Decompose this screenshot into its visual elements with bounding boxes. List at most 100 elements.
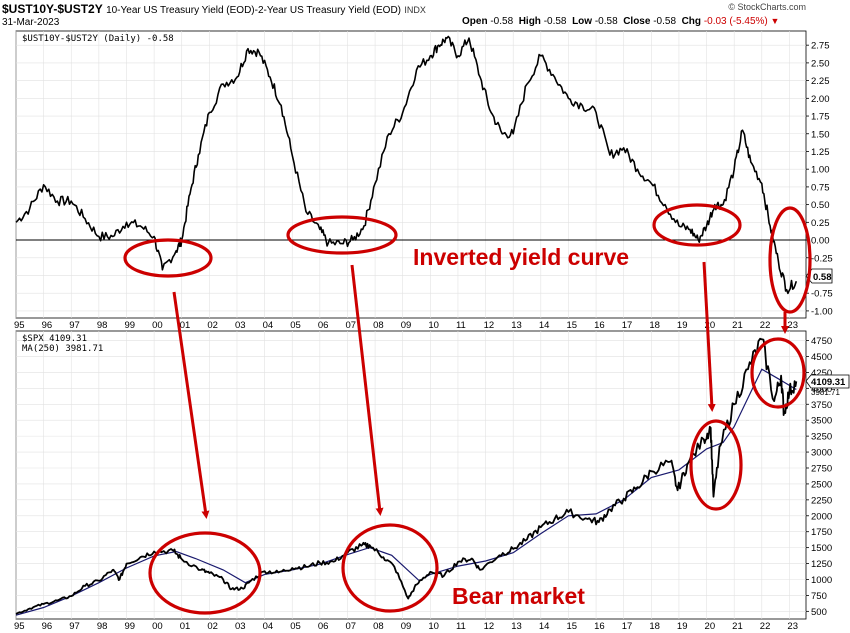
y-tick-label: 3500: [811, 416, 832, 427]
x-tick-label: 09: [401, 320, 412, 331]
x-tick-label: 22: [760, 320, 771, 331]
chg-label: Chg: [681, 16, 702, 27]
x-tick-label: 09: [401, 621, 412, 632]
ma-legend: MA(250) 3981.71: [22, 344, 103, 354]
y-tick-label: 1.00: [811, 165, 830, 176]
x-tick-label: 21: [732, 621, 743, 632]
x-tick-label: 07: [345, 621, 356, 632]
close-label: Close: [623, 16, 651, 27]
x-tick-label: 06: [318, 320, 329, 331]
x-tick-label: 16: [594, 320, 605, 331]
x-tick-label: 02: [207, 320, 218, 331]
high-value: -0.58: [543, 16, 567, 27]
x-tick-label: 15: [566, 621, 577, 632]
x-tick-label: 97: [69, 621, 80, 632]
y-tick-label: 1750: [811, 527, 832, 538]
y-tick-label: 500: [811, 607, 827, 618]
y-tick-label: 1.75: [811, 112, 830, 123]
x-tick-label: 98: [97, 320, 108, 331]
yield-x-axis: 95 96 97 98 99 00 01 02 03 04 05 06 07 08 09 10 11 12 13 14…: [14, 320, 798, 331]
low-value: -0.58: [594, 16, 618, 27]
x-tick-label: 23: [787, 320, 798, 331]
y-tick-label: -0.75: [811, 289, 833, 300]
y-tick-label: 3750: [811, 400, 832, 411]
x-tick-label: 11: [456, 320, 466, 331]
y-tick-label: 2000: [811, 511, 832, 522]
x-tick-label: 04: [263, 320, 274, 331]
yield-grid: [15, 31, 806, 318]
chart-header: $UST10Y-$UST2Y 10-Year US Treasury Yield…: [0, 0, 850, 32]
inversion-2006-circle: [286, 215, 398, 255]
x-tick-label: 05: [290, 320, 301, 331]
spx-grid: [15, 331, 806, 619]
triangle-down-icon: ▼: [770, 16, 780, 26]
x-tick-label: 95: [14, 320, 25, 331]
x-tick-label: 13: [511, 320, 522, 331]
y-tick-label: 1500: [811, 543, 832, 554]
y-tick-label: 2750: [811, 463, 832, 474]
y-tick-label: 0.25: [811, 218, 830, 229]
yield-legend: $UST10Y-$UST2Y (Daily) -0.58: [22, 34, 174, 44]
y-tick-label: 2.50: [811, 58, 830, 69]
y-tick-label: 0.50: [811, 200, 830, 211]
x-tick-label: 00: [152, 320, 163, 331]
x-tick-label: 23: [787, 621, 798, 632]
x-tick-label: 17: [622, 621, 633, 632]
x-tick-label: 20: [705, 320, 716, 331]
x-tick-label: 11: [456, 621, 466, 632]
x-tick-label: 96: [42, 320, 53, 331]
x-tick-label: 18: [649, 621, 660, 632]
yield-last-value: 0.58: [813, 272, 832, 283]
y-tick-label: 4000: [811, 384, 832, 395]
yield-panel-frame: [15, 30, 807, 319]
brand-label: © StockCharts.com: [728, 2, 806, 12]
y-tick-label: 2500: [811, 479, 832, 490]
y-tick-label: 2.75: [811, 41, 830, 52]
x-tick-label: 19: [677, 320, 688, 331]
y-tick-label: -0.25: [811, 253, 833, 264]
bear-2022-circle: [750, 337, 806, 409]
y-tick-label: 2250: [811, 495, 832, 506]
y-tick-label: 2.00: [811, 94, 830, 105]
y-tick-label: 0.00: [811, 236, 830, 247]
x-tick-label: 02: [207, 621, 218, 632]
symbol-title: $UST10Y-$UST2Y 10-Year US Treasury Yield…: [2, 2, 426, 16]
open-value: -0.58: [490, 16, 514, 27]
x-tick-label: 01: [180, 621, 191, 632]
x-tick-label: 12: [484, 621, 495, 632]
y-tick-label: 0.75: [811, 182, 830, 193]
y-tick-label: 1.50: [811, 129, 830, 140]
chg-value: -0.03 (-5.45%): [703, 16, 768, 27]
ma250-line: [15, 368, 797, 616]
y-tick-label: 1.25: [811, 147, 830, 158]
y-tick-label: 3250: [811, 432, 832, 443]
x-tick-label: 17: [622, 320, 633, 331]
x-tick-label: 99: [124, 621, 135, 632]
spx-panel-frame: [15, 330, 807, 620]
chart-date: 31-Mar-2023: [2, 17, 60, 28]
annotation-circles: [123, 203, 812, 615]
x-tick-label: 18: [649, 320, 660, 331]
x-tick-label: 21: [732, 320, 743, 331]
x-tick-label: 20: [705, 621, 716, 632]
x-tick-label: 95: [14, 621, 25, 632]
ohlc-readout: Open -0.58 High -0.58 Low -0.58 Close -0…: [462, 16, 779, 27]
x-tick-label: 07: [345, 320, 356, 331]
x-tick-label: 03: [235, 320, 246, 331]
arrow-2006: [350, 264, 384, 516]
y-tick-label: 4750: [811, 336, 832, 347]
spx-last-value: 4109.31: [811, 377, 846, 388]
spx-line: [15, 337, 798, 615]
x-tick-label: 10: [428, 621, 439, 632]
y-tick-label: 750: [811, 591, 827, 602]
x-tick-label: 15: [566, 320, 577, 331]
x-tick-label: 10: [428, 320, 439, 331]
x-tick-label: 08: [373, 320, 384, 331]
low-label: Low: [572, 16, 593, 27]
y-tick-label: 1000: [811, 575, 832, 586]
yield-spread-line: [15, 35, 798, 295]
open-label: Open: [462, 16, 488, 27]
x-tick-label: 06: [318, 621, 329, 632]
x-tick-label: 08: [373, 621, 384, 632]
